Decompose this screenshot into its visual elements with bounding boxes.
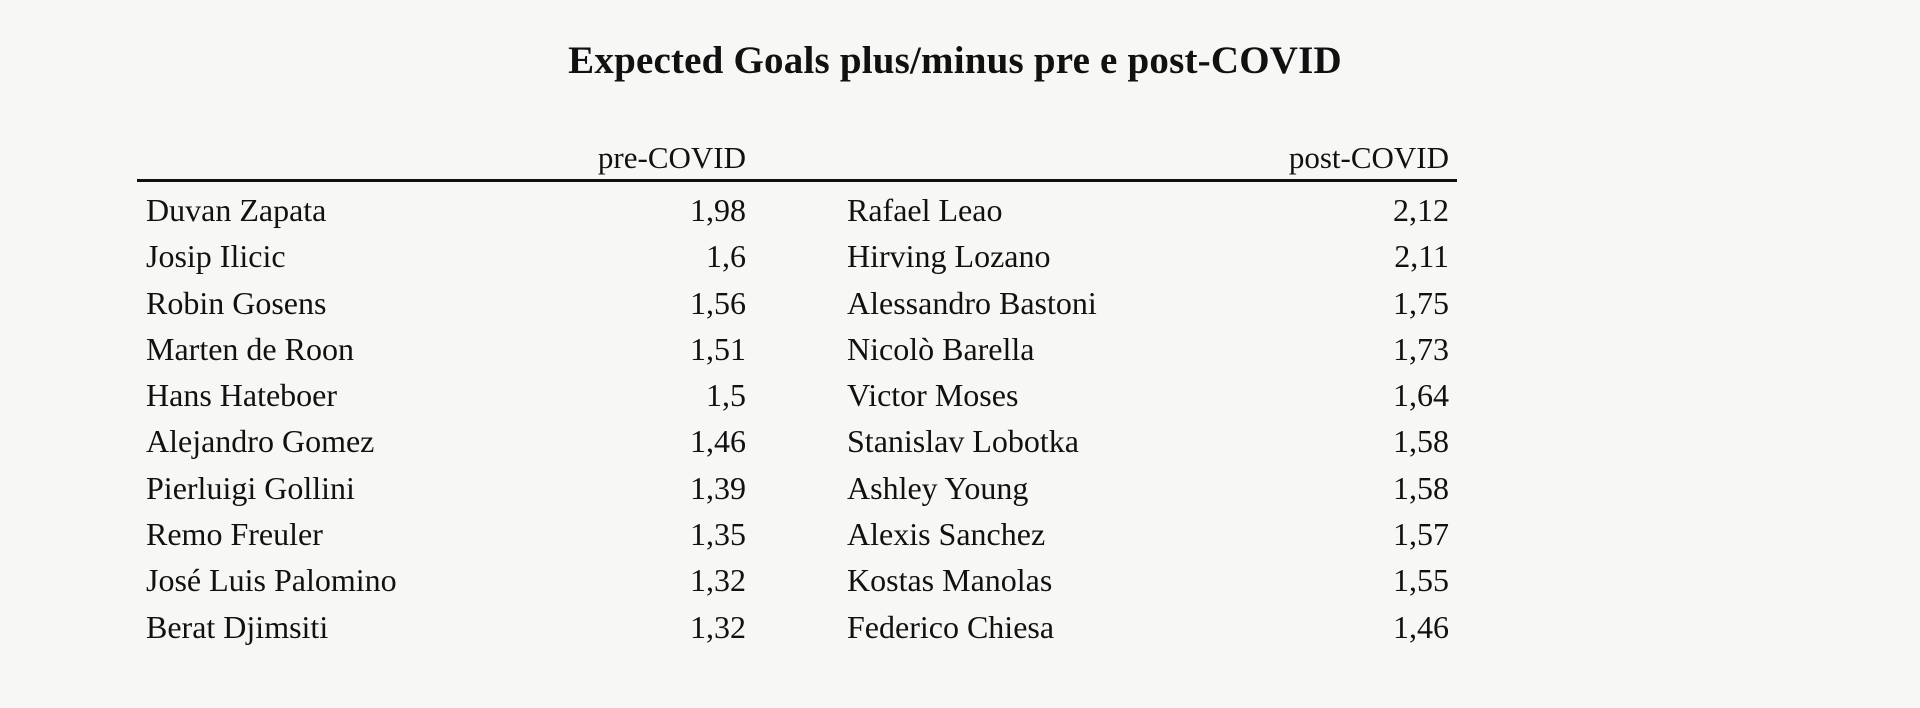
xg-value: 1,32 [690,608,746,645]
table-row: Robin Gosens 1,56 [146,280,746,326]
player-name: Nicolò Barella [847,330,1035,367]
xg-value: 1,35 [690,516,746,553]
player-name: Hans Hateboer [146,377,338,414]
player-name: Rafael Leao [847,192,1003,228]
table-row: Josip Ilicic 1,6 [146,233,746,279]
table-row: Kostas Manolas 1,55 [847,557,1449,603]
table-row: Nicolò Barella 1,73 [847,326,1449,372]
xg-value: 1,46 [690,423,746,460]
pre-covid-column: Duvan Zapata 1,98 Josip Ilicic 1,6 Robin Gos… [146,187,746,650]
table-row: Ashley Young 1,58 [847,465,1449,511]
xg-value: 1,75 [1393,284,1449,321]
player-name: Kostas Manolas [847,562,1053,599]
player-name: Alessandro Bastoni [847,284,1097,321]
player-name: José Luis Palomino [146,562,397,599]
xg-value: 1,98 [690,192,746,228]
xg-value: 1,57 [1393,516,1449,553]
table-row: Rafael Leao 2,12 [847,187,1449,233]
xg-value: 2,11 [1394,238,1449,275]
player-name: Marten de Roon [146,330,354,367]
table-row: Pierluigi Gollini 1,39 [146,465,746,511]
header-pre-covid: pre-COVID [597,140,746,175]
player-name: Victor Moses [847,377,1019,414]
xg-value: 1,51 [690,330,746,367]
xg-value: 2,12 [1393,192,1449,228]
xg-value: 1,64 [1393,377,1449,414]
player-name: Federico Chiesa [847,608,1055,645]
table-row: Alejandro Gomez 1,46 [146,418,746,464]
xg-value: 1,58 [1393,469,1449,506]
xg-value: 1,32 [690,562,746,599]
player-name: Alejandro Gomez [146,423,375,460]
header-post-covid: post-COVID [1288,140,1449,175]
player-name: Josip Ilicic [146,238,286,275]
player-name: Robin Gosens [146,284,327,321]
table-row: Victor Moses 1,64 [847,372,1449,418]
player-name: Ashley Young [847,469,1029,506]
xg-value: 1,58 [1393,423,1449,460]
table-row: Hans Hateboer 1,5 [146,372,746,418]
player-name: Remo Freuler [146,516,323,553]
player-name: Pierluigi Gollini [146,469,355,506]
xg-value: 1,56 [690,284,746,321]
table-row: Berat Djimsiti 1,32 [146,604,746,650]
table-row: Duvan Zapata 1,98 [146,187,746,233]
player-name: Hirving Lozano [847,238,1051,275]
xg-value: 1,46 [1393,608,1449,645]
post-covid-column: Rafael Leao 2,12 Hirving Lozano 2,11 Alessan… [847,187,1449,650]
xg-value: 1,55 [1393,562,1449,599]
header-rule [137,179,1457,182]
xg-value: 1,39 [690,469,746,506]
table-row: Alexis Sanchez 1,57 [847,511,1449,557]
player-name: Stanislav Lobotka [847,423,1079,460]
player-name: Berat Djimsiti [146,608,329,645]
table-row: Hirving Lozano 2,11 [847,233,1449,279]
xg-value: 1,73 [1393,330,1449,367]
table-row: Marten de Roon 1,51 [146,326,746,372]
player-name: Alexis Sanchez [847,516,1046,553]
table-row: José Luis Palomino 1,32 [146,557,746,603]
table-row: Stanislav Lobotka 1,58 [847,418,1449,464]
player-name: Duvan Zapata [146,192,327,228]
xg-value: 1,6 [706,238,746,275]
table-title: Expected Goals plus/minus pre e post-COV… [568,39,1342,82]
table-row: Alessandro Bastoni 1,75 [847,280,1449,326]
xg-value: 1,5 [706,377,746,414]
table-row: Remo Freuler 1,35 [146,511,746,557]
table-row: Federico Chiesa 1,46 [847,604,1449,650]
